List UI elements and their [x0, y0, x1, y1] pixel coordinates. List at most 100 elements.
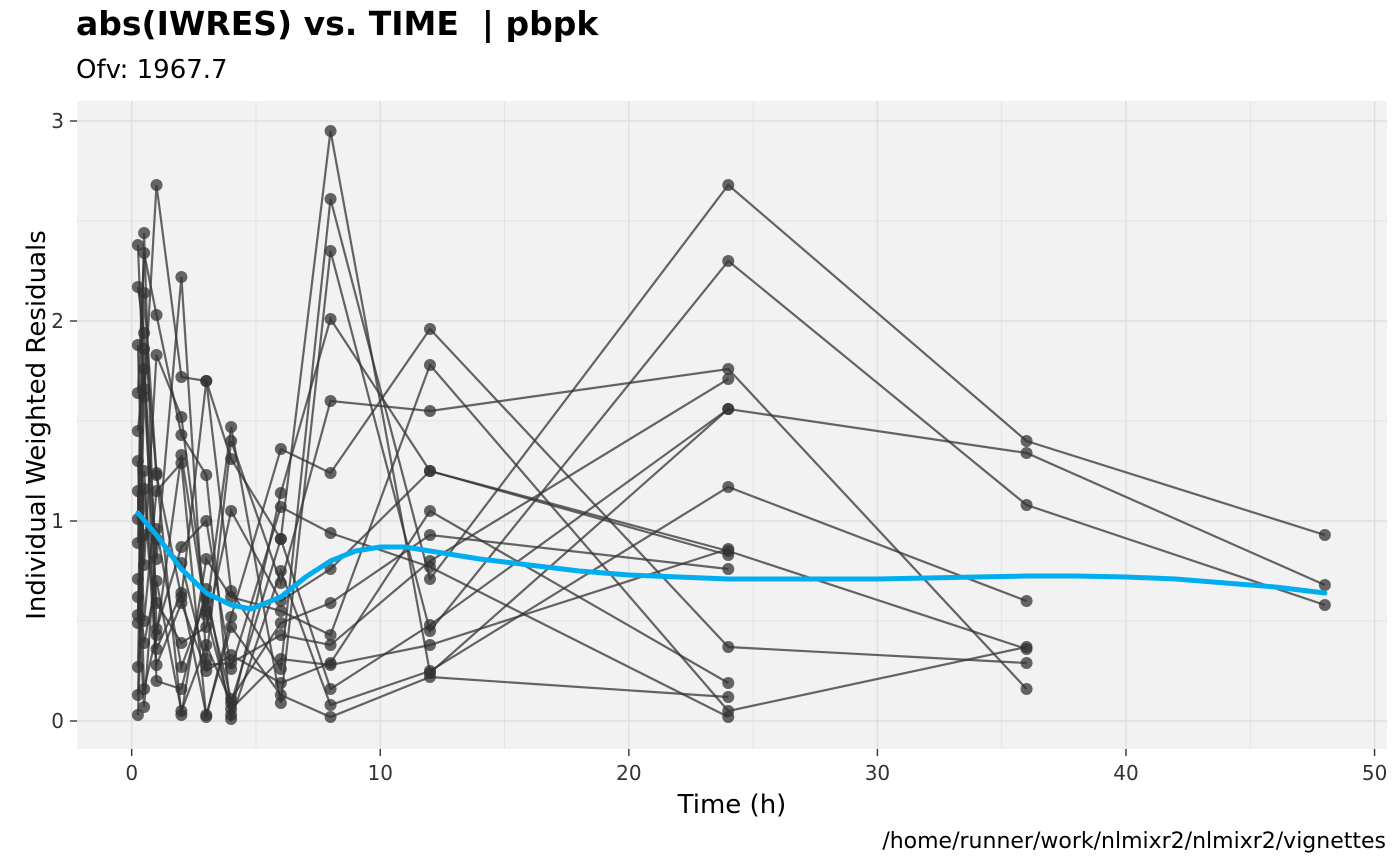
data-point [324, 639, 337, 651]
data-point [324, 563, 337, 575]
data-point [722, 677, 735, 689]
data-point [175, 541, 188, 553]
data-point [150, 575, 163, 587]
data-point [722, 363, 735, 375]
series-line-id14 [136, 470, 729, 719]
data-point [225, 621, 238, 633]
data-point [131, 455, 144, 467]
data-point [722, 255, 735, 267]
data-point [175, 661, 188, 673]
data-point [1020, 641, 1033, 653]
data-point [274, 617, 287, 629]
data-point [423, 555, 436, 567]
data-point [138, 701, 151, 713]
data-point [324, 245, 337, 257]
data-point [423, 639, 436, 651]
x-tick-label: 30 [865, 761, 890, 785]
data-point [175, 705, 188, 717]
data-point [131, 573, 144, 585]
data-point [274, 663, 287, 675]
data-point [200, 375, 213, 387]
data-point [175, 637, 188, 649]
x-tick-label: 50 [1362, 761, 1387, 785]
data-point [1318, 579, 1331, 591]
panel-background [77, 101, 1387, 749]
data-point [324, 395, 337, 407]
series-line-id1 [136, 130, 1326, 676]
data-point [274, 605, 287, 617]
x-tick-label: 10 [368, 761, 393, 785]
data-point [274, 487, 287, 499]
data-point [324, 683, 337, 695]
data-point [150, 179, 163, 191]
grid-major [77, 101, 1387, 749]
data-point [722, 563, 735, 575]
data-point [722, 705, 735, 717]
data-point [1020, 499, 1033, 511]
data-point [423, 405, 436, 417]
series-points [131, 125, 1331, 725]
series-line-id10 [136, 388, 729, 668]
data-point [722, 373, 735, 385]
data-point [324, 193, 337, 205]
data-point [225, 453, 238, 465]
series-line-id15 [136, 454, 729, 712]
data-point [131, 661, 144, 673]
data-point [200, 639, 213, 651]
data-point [150, 553, 163, 565]
data-point [722, 641, 735, 653]
data-point [274, 443, 287, 455]
data-point [175, 683, 188, 695]
data-point [138, 465, 151, 477]
data-point [423, 359, 436, 371]
data-point [274, 565, 287, 577]
x-tick-label: 40 [1113, 761, 1138, 785]
data-point [274, 653, 287, 665]
data-point [225, 591, 238, 603]
data-point [274, 501, 287, 513]
data-point [225, 421, 238, 433]
data-point [138, 343, 151, 355]
data-point [150, 659, 163, 671]
chart-caption: /home/runner/work/nlmixr2/nlmixr2/vignet… [882, 829, 1386, 854]
data-point [138, 529, 151, 541]
data-point [138, 227, 151, 239]
y-tick-label: 1 [51, 509, 64, 533]
data-point [200, 621, 213, 633]
data-point [138, 247, 151, 259]
chart-title: abs(IWRES) vs. TIME | pbpk [76, 4, 599, 43]
data-point [200, 709, 213, 721]
data-point [324, 125, 337, 137]
data-point [423, 619, 436, 631]
data-point [274, 677, 287, 689]
x-tick-label: 20 [616, 761, 641, 785]
data-point [138, 637, 151, 649]
data-point [1318, 529, 1331, 541]
data-point [175, 449, 188, 461]
data-point [200, 609, 213, 621]
data-point [274, 629, 287, 641]
data-point [324, 659, 337, 671]
y-tick-label: 2 [51, 309, 64, 333]
data-point [131, 617, 144, 629]
data-point [423, 505, 436, 517]
data-point [722, 179, 735, 191]
data-point [138, 383, 151, 395]
data-point [200, 469, 213, 481]
data-point [324, 467, 337, 479]
data-point [225, 505, 238, 517]
series-line-id16 [136, 378, 729, 708]
data-point [200, 659, 213, 671]
data-point [1020, 595, 1033, 607]
data-point [225, 713, 238, 725]
data-point [138, 327, 151, 339]
data-point [225, 611, 238, 623]
data-point [274, 689, 287, 701]
data-point [131, 591, 144, 603]
data-point [175, 587, 188, 599]
data-point [200, 553, 213, 565]
data-point [1020, 435, 1033, 447]
data-point [324, 711, 337, 723]
data-point [324, 629, 337, 641]
